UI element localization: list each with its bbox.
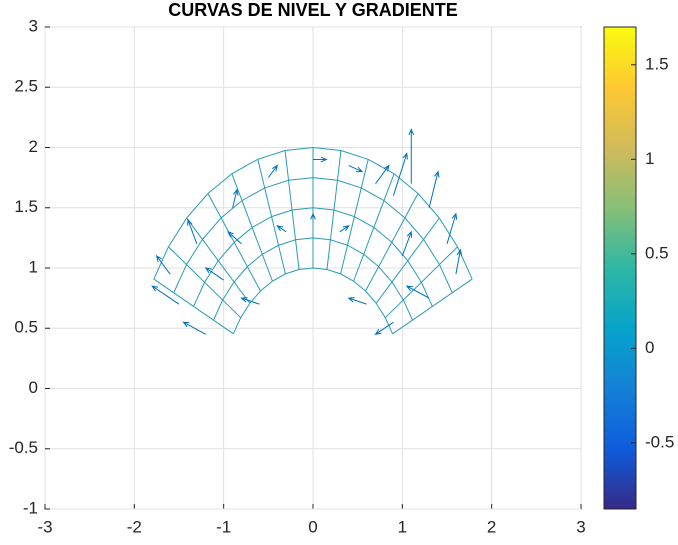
x-tick-label: -2 (127, 517, 142, 536)
y-tick-label: 1.5 (14, 197, 38, 216)
arrow (155, 254, 171, 275)
colorbar (603, 26, 637, 510)
y-tick-label: 2 (29, 137, 38, 156)
arrow (375, 164, 390, 184)
arrow (240, 297, 260, 305)
arrow (405, 285, 430, 299)
arrow (204, 267, 224, 281)
mesh-ray (207, 193, 261, 292)
arrow (151, 285, 180, 305)
y-tick-label: 0 (29, 378, 38, 397)
mesh-ray (284, 150, 300, 270)
arrow (348, 165, 364, 173)
x-tick-label: 0 (308, 517, 317, 536)
arrow (408, 128, 415, 184)
y-tick-label: -0.5 (9, 438, 38, 457)
mesh-ray (340, 159, 369, 275)
arrow (187, 218, 198, 245)
arrow (227, 230, 242, 245)
y-tick-label: 1 (29, 257, 38, 276)
arrow (374, 321, 394, 335)
arrow (310, 212, 316, 220)
mesh-ray (326, 150, 342, 270)
arrow (182, 321, 207, 335)
mesh-ray (257, 159, 286, 275)
mesh-ray (392, 278, 473, 335)
chart-title: CURVAS DE NIVEL Y GRADIENTE (168, 0, 457, 20)
mesh-ray (231, 173, 273, 282)
arrow (428, 170, 440, 208)
arrow (455, 248, 463, 275)
y-tick-label: 3 (29, 16, 38, 35)
mesh-ray (375, 217, 440, 304)
x-tick-label: -3 (37, 517, 52, 536)
arrow (401, 230, 413, 257)
arrow (232, 188, 239, 208)
mesh-ray (168, 246, 242, 319)
mesh-ray (365, 193, 419, 292)
x-tick-label: 3 (576, 517, 585, 536)
colorbar-label: 0 (645, 338, 654, 357)
arrow (392, 152, 408, 196)
arrow (339, 225, 350, 233)
arrow (267, 164, 279, 178)
colorbar-label: 0.5 (645, 243, 669, 262)
mesh-ray (384, 246, 458, 319)
arrow (446, 212, 458, 245)
colorbar-label: 1.5 (645, 54, 669, 73)
mesh-ray (153, 278, 234, 335)
x-tick-label: 1 (398, 517, 407, 536)
arrow (276, 225, 287, 233)
y-tick-label: -1 (23, 498, 38, 517)
mesh-ray (186, 217, 251, 304)
y-tick-label: 0.5 (14, 318, 38, 337)
x-tick-label: -1 (216, 517, 231, 536)
colorbar-label: -0.5 (645, 432, 674, 451)
mesh-ray (353, 173, 395, 282)
arrow (313, 156, 328, 163)
y-tick-label: 2.5 (14, 77, 38, 96)
x-tick-label: 2 (487, 517, 496, 536)
colorbar-label: 1 (645, 149, 654, 168)
arrow (347, 297, 367, 305)
